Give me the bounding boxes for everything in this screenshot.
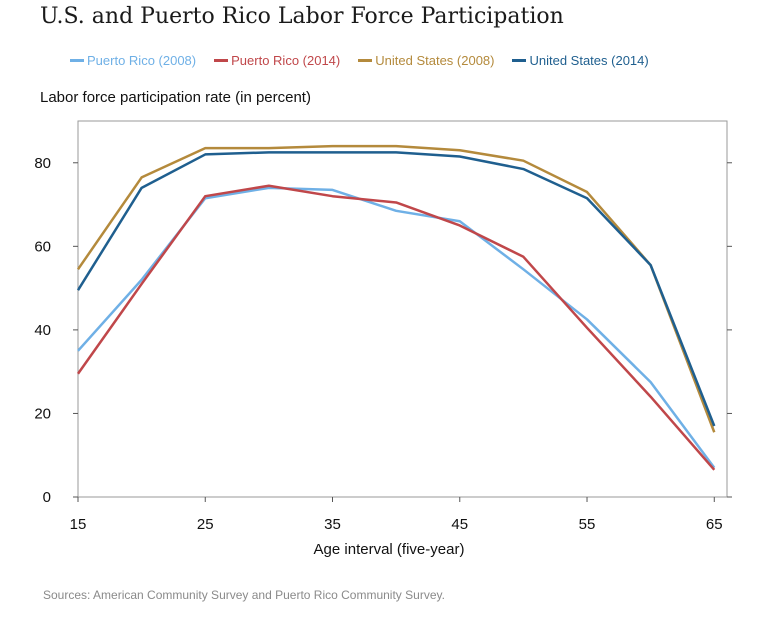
legend-item: United States (2008) [358,53,494,68]
plot-area [77,120,728,498]
plot-frame [77,120,728,498]
legend-item: Puerto Rico (2008) [70,53,196,68]
x-tick-label: 25 [197,516,214,533]
legend-label: Puerto Rico (2014) [231,52,341,68]
series-line-united-states-2014 [76,151,716,427]
x-tick-label: 45 [451,516,468,533]
x-tick-label: 35 [324,516,341,533]
x-tick-label: 15 [70,516,87,533]
legend-swatch [214,58,229,62]
legend-swatch [512,58,527,62]
chart-title: U.S. and Puerto Rico Labor Force Partici… [40,4,564,29]
source-note: Sources: American Community Survey and P… [43,588,445,602]
legend-label: United States (2008) [375,52,495,68]
series-lines [76,144,716,471]
series-line-united-states-2008 [76,144,716,433]
y-tick-label: 60 [34,238,51,255]
legend-item: Puerto Rico (2014) [214,53,340,68]
y-tick-label: 80 [34,155,51,172]
x-axis-label: Age interval (five-year) [313,541,465,558]
chart-legend: Puerto Rico (2008) Puerto Rico (2014) Unit… [70,50,667,70]
x-tick-label: 65 [706,516,723,533]
x-tick-label: 55 [579,516,596,533]
axis-ticks: 0 20 40 60 80 15 25 35 45 55 65 [34,155,732,533]
y-tick-label: 40 [34,322,51,339]
y-axis-label: Labor force participation rate (in perce… [40,89,311,106]
y-tick-label: 20 [34,405,51,422]
series-line-puerto-rico-2014 [76,184,716,471]
legend-label: United States (2014) [529,52,649,68]
legend-label: Puerto Rico (2008) [87,52,197,68]
legend-swatch [70,58,84,62]
legend-swatch [358,58,373,62]
legend-item: United States (2014) [512,52,649,68]
y-tick-label: 0 [43,489,51,506]
